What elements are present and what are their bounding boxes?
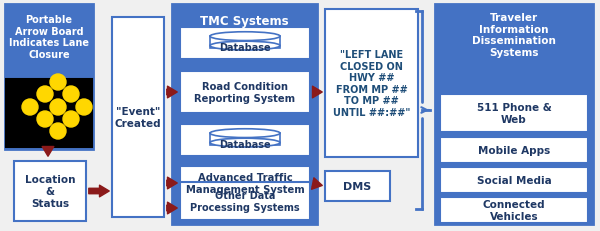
FancyBboxPatch shape [325, 171, 390, 201]
Ellipse shape [210, 33, 280, 41]
FancyBboxPatch shape [440, 137, 588, 163]
FancyBboxPatch shape [325, 10, 418, 157]
Circle shape [22, 100, 38, 116]
Text: Advanced Traffic
Management System: Advanced Traffic Management System [185, 173, 304, 194]
Circle shape [37, 112, 53, 128]
FancyBboxPatch shape [440, 167, 588, 193]
Ellipse shape [210, 139, 280, 147]
Text: Road Condition
Reporting System: Road Condition Reporting System [194, 82, 296, 103]
FancyBboxPatch shape [440, 197, 588, 223]
Circle shape [63, 87, 79, 103]
FancyBboxPatch shape [180, 182, 310, 220]
Circle shape [63, 112, 79, 128]
Text: Social Media: Social Media [476, 175, 551, 185]
Ellipse shape [210, 129, 280, 138]
FancyBboxPatch shape [6, 80, 92, 147]
FancyBboxPatch shape [172, 5, 317, 224]
Text: Other Data
Processing Systems: Other Data Processing Systems [190, 190, 300, 212]
FancyBboxPatch shape [180, 28, 310, 60]
FancyBboxPatch shape [180, 125, 310, 156]
Ellipse shape [210, 42, 280, 51]
Text: Location
&
Status: Location & Status [25, 175, 75, 208]
Circle shape [50, 123, 66, 139]
FancyBboxPatch shape [435, 5, 593, 224]
FancyBboxPatch shape [440, 94, 588, 132]
Circle shape [50, 100, 66, 116]
Text: "LEFT LANE
CLOSED ON
HWY ##
FROM MP ##
TO MP ##
UNTIL ##:##": "LEFT LANE CLOSED ON HWY ## FROM MP ## T… [333, 50, 410, 118]
Text: TMC Systems: TMC Systems [200, 15, 289, 28]
Text: Traveler
Information
Dissemination
Systems: Traveler Information Dissemination Syste… [472, 13, 556, 58]
FancyBboxPatch shape [14, 161, 86, 221]
FancyBboxPatch shape [5, 5, 93, 149]
FancyBboxPatch shape [180, 72, 310, 113]
Bar [210, 134, 280, 146]
Text: Database: Database [219, 43, 271, 53]
Text: DMS: DMS [343, 181, 371, 191]
Bar [210, 37, 280, 49]
Text: Connected
Vehicles: Connected Vehicles [482, 199, 545, 221]
Circle shape [76, 100, 92, 116]
Text: Database: Database [219, 139, 271, 149]
Text: Mobile Apps: Mobile Apps [478, 145, 550, 155]
Circle shape [37, 87, 53, 103]
Text: 511 Phone &
Web: 511 Phone & Web [476, 103, 551, 124]
FancyBboxPatch shape [180, 166, 310, 200]
FancyBboxPatch shape [112, 18, 164, 217]
Text: Portable
Arrow Board
Indicates Lane
Closure: Portable Arrow Board Indicates Lane Clos… [9, 15, 89, 60]
Text: "Event"
Created: "Event" Created [115, 107, 161, 128]
Circle shape [50, 75, 66, 91]
